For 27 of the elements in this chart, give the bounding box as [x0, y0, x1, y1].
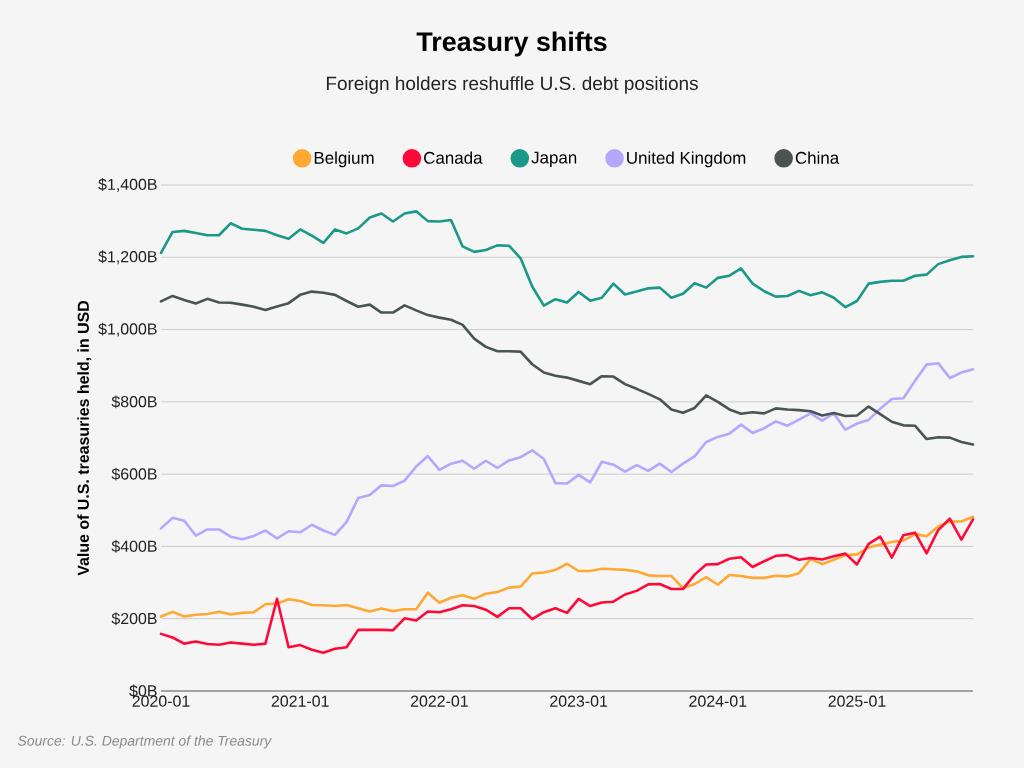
legend-label: Belgium — [314, 151, 374, 168]
y-tick-label: $0B — [129, 684, 157, 698]
source-note: Source: U.S. Department of the Treasury — [17, 735, 272, 749]
y-tick-label: $1,400B — [98, 178, 157, 192]
chart-title: Treasury shifts — [416, 31, 607, 57]
legend-label: Canada — [424, 151, 483, 164]
line-series — [159, 515, 975, 618]
x-tick-label: 2020-01 — [132, 695, 190, 707]
x-tick-label: 2022-01 — [410, 695, 468, 707]
legend-label: United Kingdom — [627, 151, 746, 168]
y-tick-label: $400B — [111, 539, 157, 553]
y-tick-label: $800B — [111, 395, 157, 409]
line-series — [159, 290, 975, 446]
y-axis-title: Value of U.S. treasuries held, in USD — [77, 300, 92, 576]
x-tick-label: 2025-01 — [828, 695, 886, 707]
legend-label: Japan — [531, 151, 577, 167]
y-tick-label: $600B — [111, 467, 157, 481]
x-tick-label: 2021-01 — [271, 695, 329, 707]
x-tick-label: 2024-01 — [689, 695, 747, 707]
legend-label: China — [795, 151, 840, 164]
line-series — [159, 361, 975, 541]
y-tick-label: $200B — [111, 612, 157, 626]
chart-subtitle: Foreign holders reshuffle U.S. debt positions — [326, 76, 698, 94]
y-tick-label: $1,000B — [98, 322, 157, 337]
y-tick-label: $1,200B — [98, 250, 157, 265]
x-tick-label: 2023-01 — [550, 695, 608, 707]
line-series — [159, 210, 975, 309]
